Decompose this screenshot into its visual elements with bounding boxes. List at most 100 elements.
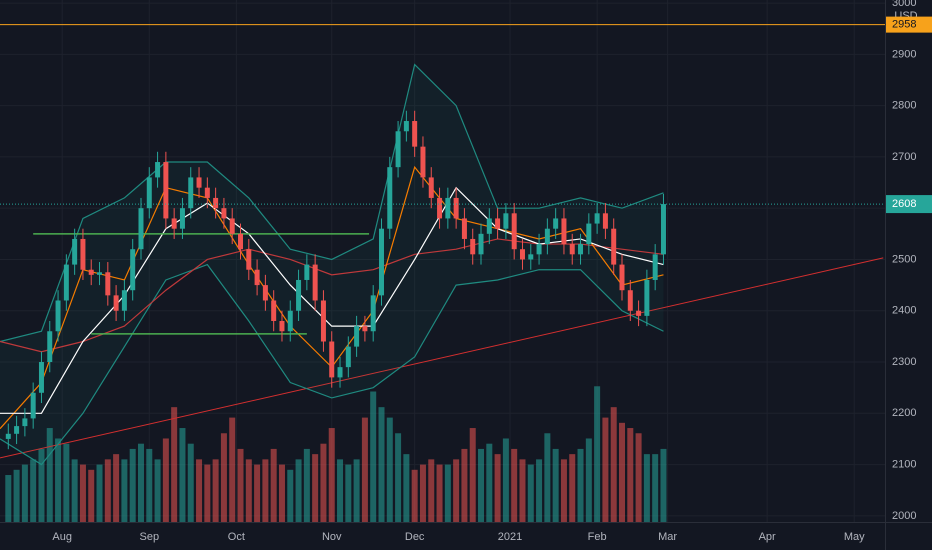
candle-body (47, 331, 53, 363)
candle-body (304, 264, 310, 280)
candle-body (130, 249, 136, 291)
candle-body (445, 197, 451, 219)
candle-body (196, 177, 202, 188)
candle-body (88, 269, 94, 275)
candle-body (354, 326, 360, 347)
candle-body (553, 218, 559, 229)
volume-bar (453, 459, 460, 522)
candle-body (378, 228, 384, 296)
x-tick-label: Dec (405, 531, 425, 543)
candle-body (611, 228, 617, 265)
volume-bar (511, 448, 518, 522)
candle-body (204, 187, 210, 198)
candle-body (337, 367, 343, 378)
candle-body (5, 433, 11, 439)
volume-bar (610, 407, 617, 522)
candle-body (420, 146, 426, 178)
candle-body (652, 254, 658, 280)
volume-bar (619, 422, 625, 522)
volume-bar (627, 428, 634, 522)
candle-body (536, 244, 542, 255)
volume-bar (519, 459, 526, 522)
x-tick-label: 2021 (498, 531, 522, 543)
volume-bar (303, 448, 310, 522)
volume-bar (345, 464, 352, 522)
volume-bar (13, 469, 20, 522)
volume-bar (461, 448, 468, 522)
candle-body (345, 346, 351, 368)
candle-body (470, 238, 476, 255)
volume-bar (320, 443, 327, 522)
indicator-line (0, 186, 664, 414)
volume-bar (270, 448, 277, 522)
volume-bar (353, 459, 360, 522)
volume-bar (96, 464, 103, 522)
volume-bar (502, 438, 509, 522)
volume-bar (79, 464, 86, 522)
candle-body (428, 177, 434, 198)
volume-bar (337, 459, 344, 522)
y-tick-label: 2800 (892, 100, 916, 112)
volume-bar (494, 454, 501, 522)
price-badge (885, 16, 932, 33)
volume-bar (38, 448, 45, 522)
candle-body (163, 162, 169, 219)
volume-bar (469, 428, 476, 522)
candle-body (370, 295, 376, 332)
volume-bar (262, 459, 269, 522)
y-tick-label: 2200 (892, 407, 916, 419)
candle-body (138, 208, 144, 250)
candle-body (511, 213, 517, 250)
volume-bar (245, 459, 252, 522)
candle-body (528, 254, 534, 260)
candle-body (63, 264, 69, 301)
candle-body (519, 249, 525, 260)
candle-body (453, 197, 459, 219)
trend-line (0, 257, 884, 459)
volume-bar (386, 417, 393, 522)
candle-body (80, 238, 86, 270)
candle-body (627, 290, 633, 311)
volume-bar (594, 386, 601, 522)
volume-bar (55, 438, 62, 522)
candle-body (296, 279, 302, 311)
volume-bar (63, 443, 70, 522)
volume-bar (220, 433, 227, 522)
volume-bar (212, 459, 219, 522)
candle-body (437, 197, 443, 219)
volume-bar (237, 448, 244, 522)
volume-bar (113, 454, 120, 522)
indicator-line (0, 263, 664, 466)
candle-body (213, 197, 219, 209)
volume-bar (171, 407, 178, 522)
volume-bar (428, 459, 435, 522)
volume-bar (411, 469, 418, 522)
volume-bar (577, 448, 584, 522)
volume-bar (585, 438, 592, 522)
candle-body (602, 213, 608, 229)
volume-bar (419, 464, 426, 522)
volume-bar (569, 454, 576, 522)
candle-body (495, 218, 501, 229)
candle-body (55, 300, 61, 332)
candle-body (171, 218, 177, 229)
candle-body (586, 223, 592, 245)
volume-bar (370, 391, 377, 522)
volume-bar (652, 454, 659, 522)
candle-body (155, 162, 161, 178)
candle-body (478, 233, 484, 255)
candle-body (644, 279, 650, 316)
candle-body (578, 244, 584, 255)
candle-body (461, 218, 467, 239)
volume-bar (643, 454, 650, 522)
candle-body (619, 264, 625, 291)
candle-body (362, 326, 368, 332)
candle-body (544, 228, 550, 245)
x-tick-label: Mar (658, 531, 677, 543)
candle-body (229, 218, 235, 234)
volume-bar (204, 464, 211, 522)
candle-body (97, 272, 103, 275)
candle-body (146, 177, 152, 209)
